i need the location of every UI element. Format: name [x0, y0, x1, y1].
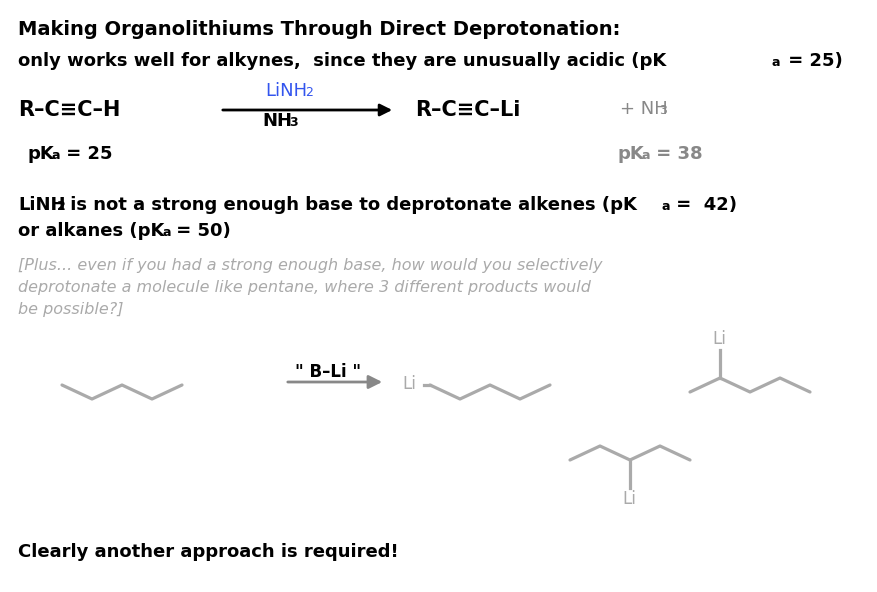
Text: = 50): = 50): [170, 222, 231, 240]
Text: LiNH: LiNH: [265, 82, 307, 100]
Text: a: a: [52, 149, 61, 162]
Text: a: a: [661, 200, 670, 213]
Text: pK: pK: [28, 145, 54, 163]
Text: a: a: [641, 149, 650, 162]
Text: deprotonate a molecule like pentane, where 3 different products would: deprotonate a molecule like pentane, whe…: [18, 280, 590, 295]
Text: only works well for alkynes,  since they are unusually acidic (pK: only works well for alkynes, since they …: [18, 52, 666, 70]
Text: NH: NH: [261, 112, 292, 130]
Text: 2: 2: [304, 86, 312, 99]
Text: a: a: [163, 226, 171, 239]
Text: is not a strong enough base to deprotonate alkenes (pK: is not a strong enough base to deprotona…: [64, 196, 636, 214]
Text: 2: 2: [57, 200, 66, 213]
Text: = 25: = 25: [60, 145, 112, 163]
Text: be possible?]: be possible?]: [18, 302, 124, 317]
Text: Li: Li: [621, 490, 635, 508]
Text: Li: Li: [402, 375, 416, 393]
Text: Clearly another approach is required!: Clearly another approach is required!: [18, 543, 398, 561]
Text: Making Organolithiums Through Direct Deprotonation:: Making Organolithiums Through Direct Dep…: [18, 20, 620, 39]
Text: or alkanes (pK: or alkanes (pK: [18, 222, 164, 240]
Text: R–C≡C–H: R–C≡C–H: [18, 100, 120, 120]
Text: LiNH: LiNH: [18, 196, 66, 214]
Text: 3: 3: [659, 104, 667, 117]
Text: =  42): = 42): [669, 196, 736, 214]
Text: + NH: + NH: [619, 100, 667, 118]
Text: a: a: [771, 56, 780, 69]
Text: R–C≡C–Li: R–C≡C–Li: [415, 100, 520, 120]
Text: [Plus... even if you had a strong enough base, how would you selectively: [Plus... even if you had a strong enough…: [18, 258, 602, 273]
Text: = 38: = 38: [649, 145, 702, 163]
Text: " B–Li ": " B–Li ": [295, 363, 360, 381]
Text: 3: 3: [289, 116, 297, 129]
Text: Li: Li: [711, 330, 725, 348]
Text: = 25): = 25): [781, 52, 842, 70]
Text: pK: pK: [617, 145, 644, 163]
